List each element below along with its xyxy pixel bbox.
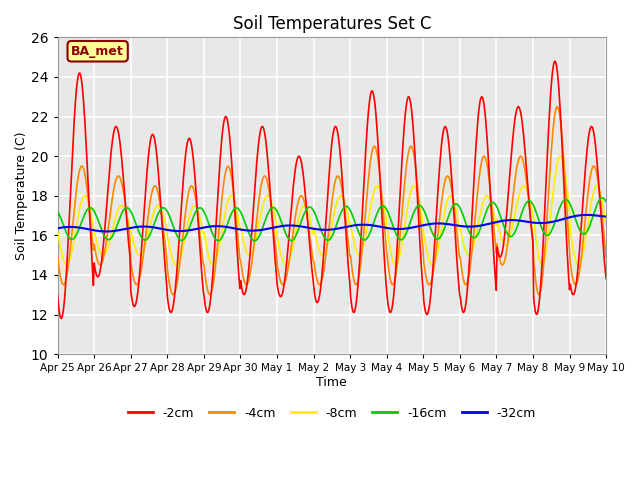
X-axis label: Time: Time	[316, 376, 348, 389]
Legend: -2cm, -4cm, -8cm, -16cm, -32cm: -2cm, -4cm, -8cm, -16cm, -32cm	[123, 402, 541, 424]
Text: BA_met: BA_met	[71, 45, 124, 58]
Y-axis label: Soil Temperature (C): Soil Temperature (C)	[15, 132, 28, 260]
Title: Soil Temperatures Set C: Soil Temperatures Set C	[232, 15, 431, 33]
